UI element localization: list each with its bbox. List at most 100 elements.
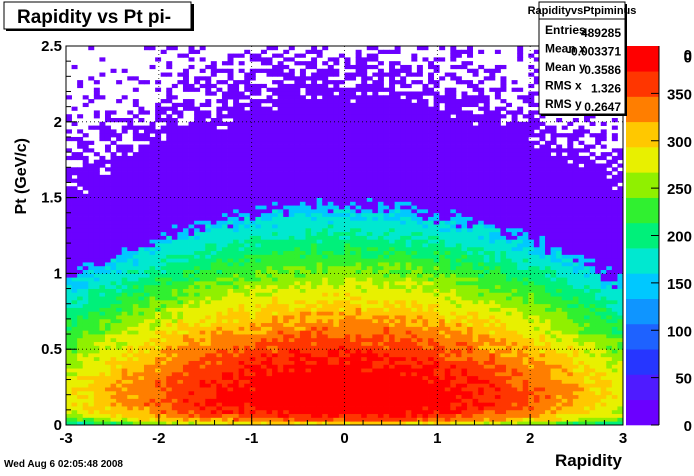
heatmap-cell bbox=[210, 318, 217, 324]
heatmap-cell bbox=[143, 254, 150, 259]
heatmap-cell bbox=[121, 288, 128, 293]
heatmap-cell bbox=[333, 129, 340, 134]
heatmap-cell bbox=[350, 148, 357, 153]
heatmap-cell bbox=[377, 212, 384, 217]
heatmap-cell bbox=[160, 375, 167, 380]
heatmap-cell bbox=[121, 144, 128, 149]
heatmap-cell bbox=[149, 235, 156, 240]
heatmap-cell bbox=[205, 277, 212, 282]
heatmap-cell bbox=[210, 330, 217, 335]
heatmap-cell bbox=[138, 167, 145, 172]
heatmap-cell bbox=[316, 190, 323, 195]
heatmap-cell bbox=[104, 311, 111, 316]
heatmap-cell bbox=[194, 140, 201, 145]
heatmap-cell bbox=[155, 205, 162, 210]
heatmap-cell bbox=[266, 398, 273, 403]
heatmap-cell bbox=[99, 159, 106, 164]
heatmap-cell bbox=[327, 417, 334, 422]
heatmap-cell bbox=[238, 216, 245, 221]
heatmap-cell bbox=[372, 114, 379, 119]
heatmap-cell bbox=[316, 364, 323, 369]
heatmap-cell bbox=[233, 379, 240, 384]
heatmap-cell bbox=[233, 409, 240, 415]
heatmap-cell bbox=[249, 106, 256, 111]
heatmap-cell bbox=[138, 190, 145, 195]
heatmap-cell bbox=[216, 269, 223, 274]
heatmap-cell bbox=[143, 80, 150, 85]
heatmap-cell bbox=[260, 341, 267, 346]
heatmap-cell bbox=[255, 375, 262, 380]
heatmap-cell bbox=[311, 224, 318, 229]
heatmap-cell bbox=[127, 239, 134, 244]
heatmap-cell bbox=[121, 413, 128, 418]
heatmap-cell bbox=[188, 220, 195, 225]
heatmap-cell bbox=[249, 322, 256, 327]
heatmap-cell bbox=[238, 121, 245, 126]
heatmap-cell bbox=[166, 368, 173, 373]
heatmap-cell bbox=[132, 129, 139, 134]
heatmap-cell bbox=[238, 250, 245, 255]
heatmap-cell bbox=[221, 349, 228, 354]
heatmap-cell bbox=[233, 258, 240, 263]
heatmap-cell bbox=[160, 390, 167, 396]
heatmap-cell bbox=[272, 318, 279, 324]
heatmap-cell bbox=[350, 125, 357, 130]
heatmap-cell bbox=[93, 371, 100, 377]
heatmap-cell bbox=[221, 163, 228, 168]
heatmap-cell bbox=[110, 262, 117, 267]
heatmap-cell bbox=[149, 239, 156, 244]
heatmap-cell bbox=[216, 133, 223, 138]
heatmap-cell bbox=[305, 106, 312, 111]
heatmap-cell bbox=[316, 375, 323, 380]
heatmap-cell bbox=[344, 368, 351, 373]
heatmap-cell bbox=[166, 390, 173, 396]
heatmap-cell bbox=[71, 387, 78, 392]
heatmap-cell bbox=[132, 311, 139, 316]
heatmap-cell bbox=[227, 356, 234, 361]
heatmap-cell bbox=[299, 360, 306, 365]
heatmap-cell bbox=[338, 360, 345, 365]
chart-title: Rapidity vs Pt pi- bbox=[17, 7, 171, 28]
heatmap-cell bbox=[244, 288, 251, 293]
heatmap-cell bbox=[283, 330, 290, 335]
heatmap-cell bbox=[338, 288, 345, 293]
heatmap-cell bbox=[311, 235, 318, 240]
heatmap-cell bbox=[155, 341, 162, 346]
heatmap-cell bbox=[221, 239, 228, 244]
heatmap-cell bbox=[333, 243, 340, 248]
heatmap-cell bbox=[66, 254, 72, 259]
heatmap-cell bbox=[143, 265, 150, 271]
heatmap-cell bbox=[138, 352, 145, 358]
heatmap-cell bbox=[305, 136, 312, 142]
heatmap-cell bbox=[177, 250, 184, 255]
heatmap-cell bbox=[82, 383, 89, 388]
heatmap-cell bbox=[182, 421, 189, 426]
heatmap-cell bbox=[71, 224, 78, 229]
heatmap-cell bbox=[260, 227, 267, 233]
heatmap-cell bbox=[104, 174, 111, 180]
heatmap-cell bbox=[127, 178, 134, 183]
heatmap-cell bbox=[177, 277, 184, 282]
heatmap-cell bbox=[322, 334, 329, 339]
heatmap-cell bbox=[138, 341, 145, 346]
heatmap-cell bbox=[116, 296, 123, 301]
heatmap-cell bbox=[132, 87, 139, 92]
heatmap-cell bbox=[366, 159, 373, 164]
heatmap-cell bbox=[244, 49, 251, 54]
heatmap-cell bbox=[227, 136, 234, 142]
heatmap-cell bbox=[377, 326, 384, 331]
heatmap-cell bbox=[132, 326, 139, 331]
heatmap-cell bbox=[227, 129, 234, 134]
heatmap-cell bbox=[305, 371, 312, 377]
heatmap-cell bbox=[277, 303, 284, 308]
heatmap-cell bbox=[249, 227, 256, 233]
heatmap-cell bbox=[227, 421, 234, 426]
heatmap-cell bbox=[177, 144, 184, 149]
heatmap-cell bbox=[294, 334, 301, 339]
heatmap-cell bbox=[210, 311, 217, 316]
heatmap-cell bbox=[233, 224, 240, 229]
heatmap-cell bbox=[322, 83, 329, 89]
heatmap-cell bbox=[149, 190, 156, 195]
heatmap-cell bbox=[155, 364, 162, 369]
heatmap-cell bbox=[221, 398, 228, 403]
